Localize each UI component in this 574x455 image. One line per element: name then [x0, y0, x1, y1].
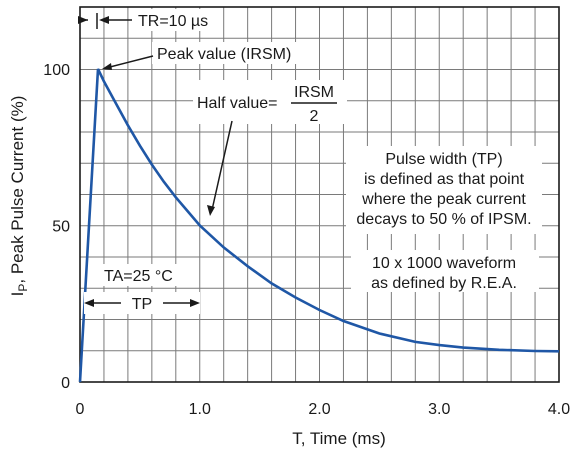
y-axis-label-prefix: I	[8, 292, 27, 297]
half-label-bg	[193, 80, 347, 124]
y-axis-label-subscript: P	[16, 284, 30, 292]
half-value-label: Half value=	[197, 95, 278, 112]
tr-right-arrowhead	[99, 16, 109, 24]
y-tick-label: 100	[43, 62, 70, 79]
plot-frame	[79, 6, 560, 383]
x-tick-label: 4.0	[548, 401, 570, 418]
peak-label-bg	[152, 42, 308, 64]
series-layer	[78, 68, 560, 383]
peak-arrow-line	[105, 55, 154, 69]
x-tick-label: 0	[76, 401, 85, 418]
x-tick-label: 1.0	[189, 401, 211, 418]
x-axis-label: T, Time (ms)	[292, 429, 386, 448]
waveform-note-bg	[351, 250, 539, 292]
half-value-denominator: 2	[310, 108, 319, 125]
y-tick-label: 0	[61, 375, 70, 392]
half-value-numerator: IRSM	[294, 84, 334, 101]
half-value-arrowhead	[207, 205, 215, 216]
pulse-note-line: decays to 50 % of IPSM.	[356, 211, 531, 228]
y-tick-label: 50	[52, 219, 70, 236]
pulse-note-line: where the peak current	[361, 191, 526, 208]
pulse-note-bg	[346, 146, 542, 234]
tp-label: TP	[132, 296, 152, 313]
tp-left-arrowhead	[84, 299, 94, 307]
y-axis-label-suffix: , Peak Pulse Current (%)	[8, 96, 27, 284]
pulse-note-line: is defined as that point	[364, 171, 525, 188]
x-tick-label: 2.0	[308, 401, 330, 418]
series-line	[78, 68, 560, 383]
tr-label: TR=10 µs	[138, 13, 208, 30]
y-axis-label: IP, Peak Pulse Current (%)	[8, 96, 30, 297]
annotations: TR=10 µs Peak value (IRSM) Half value= IRSM…	[78, 9, 542, 314]
ta-label-bg	[100, 264, 194, 286]
tr-left-arrowhead	[78, 16, 88, 24]
tp-label-bg	[84, 292, 200, 314]
peak-label: Peak value (IRSM)	[157, 46, 291, 63]
ta-label: TA=25 °C	[104, 268, 173, 285]
peak-arrowhead	[102, 63, 112, 70]
waveform-note-line: 10 x 1000 waveform	[372, 255, 516, 272]
waveform-note-line: as defined by R.E.A.	[371, 275, 517, 292]
tr-label-bg	[134, 9, 220, 31]
tp-right-arrowhead	[190, 299, 200, 307]
half-value-arrow-line	[211, 120, 233, 211]
tick-labels: 0 1.0 2.0 3.0 4.0 0 50 100	[43, 62, 570, 418]
pulse-note-line: Pulse width (TP)	[385, 151, 502, 168]
x-tick-label: 3.0	[428, 401, 450, 418]
